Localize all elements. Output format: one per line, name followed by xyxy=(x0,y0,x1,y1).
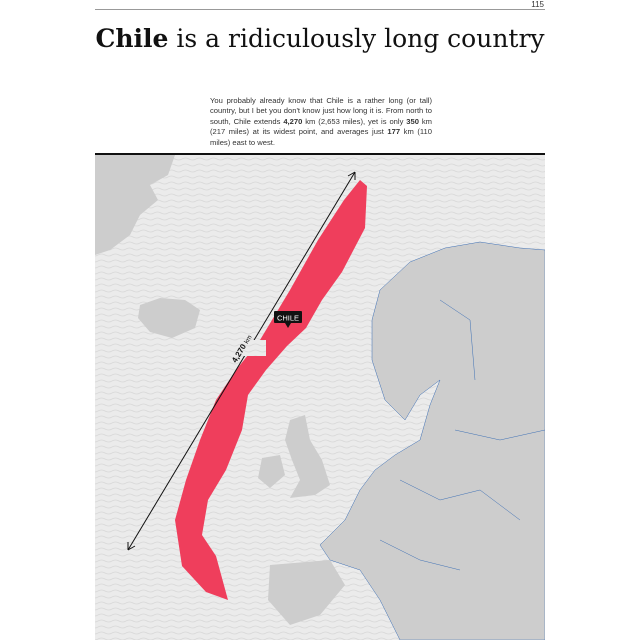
iceland xyxy=(138,298,200,338)
great-britain xyxy=(285,415,330,498)
intro-bold: 350 xyxy=(406,116,419,126)
title-rest: is a ridiculously long country xyxy=(168,24,545,53)
arrow-head-bottom xyxy=(127,542,136,551)
arrow-head-top xyxy=(347,171,356,180)
intro-text: km (110 miles) east to west. xyxy=(210,127,432,147)
intro-text: km (2,653 miles), yet is only xyxy=(302,116,407,126)
intro-text: You probably already know that Chile is … xyxy=(210,96,432,126)
scandinavia-detail xyxy=(379,299,545,571)
europe xyxy=(319,241,545,640)
intro-bold: 177 xyxy=(387,127,401,137)
length-arrow xyxy=(127,171,356,551)
greenland xyxy=(95,155,175,255)
chile-label-pointer xyxy=(285,323,291,328)
section-rule xyxy=(95,153,545,155)
chile-label: CHILE xyxy=(277,314,299,323)
chile-label-bg xyxy=(274,311,302,323)
comparison-map: 4,270 km CHILE xyxy=(95,155,545,640)
header-rule xyxy=(95,9,545,10)
iberia xyxy=(268,560,345,625)
page-title: Chile is a ridiculously long country xyxy=(95,24,545,53)
title-bold: Chile xyxy=(95,24,169,53)
intro-text: km (217 miles) at its widest point, and … xyxy=(210,116,433,137)
ireland xyxy=(258,455,285,488)
chile-shape xyxy=(175,180,367,600)
intro-bold: 4,270 xyxy=(283,116,303,126)
intro-paragraph: You probably already know that Chile is … xyxy=(210,96,432,148)
page-number: 115 xyxy=(531,0,544,9)
